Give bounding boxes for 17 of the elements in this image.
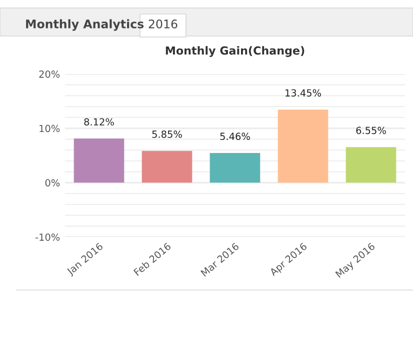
text: 2016 <box>148 19 178 28</box>
data-label: 13.45% <box>286 89 321 97</box>
data-label: 8.12% <box>84 118 114 126</box>
bar <box>278 110 328 183</box>
data-label: 5.46% <box>220 132 250 140</box>
bar <box>74 138 124 183</box>
y-tick-label: 10% <box>40 124 60 132</box>
bar <box>210 153 260 183</box>
text: Monthly Analytics <box>26 19 144 31</box>
y-tick-label: -10% <box>36 233 60 241</box>
y-tick-label: 20% <box>39 70 60 78</box>
y-tick-label: 0% <box>45 179 60 186</box>
data-label: 6.55% <box>356 126 386 134</box>
data-label: 5.85% <box>152 130 182 138</box>
chart-title: Monthly Gain(Change) <box>166 46 304 57</box>
bar <box>346 147 396 183</box>
bar <box>142 150 192 183</box>
